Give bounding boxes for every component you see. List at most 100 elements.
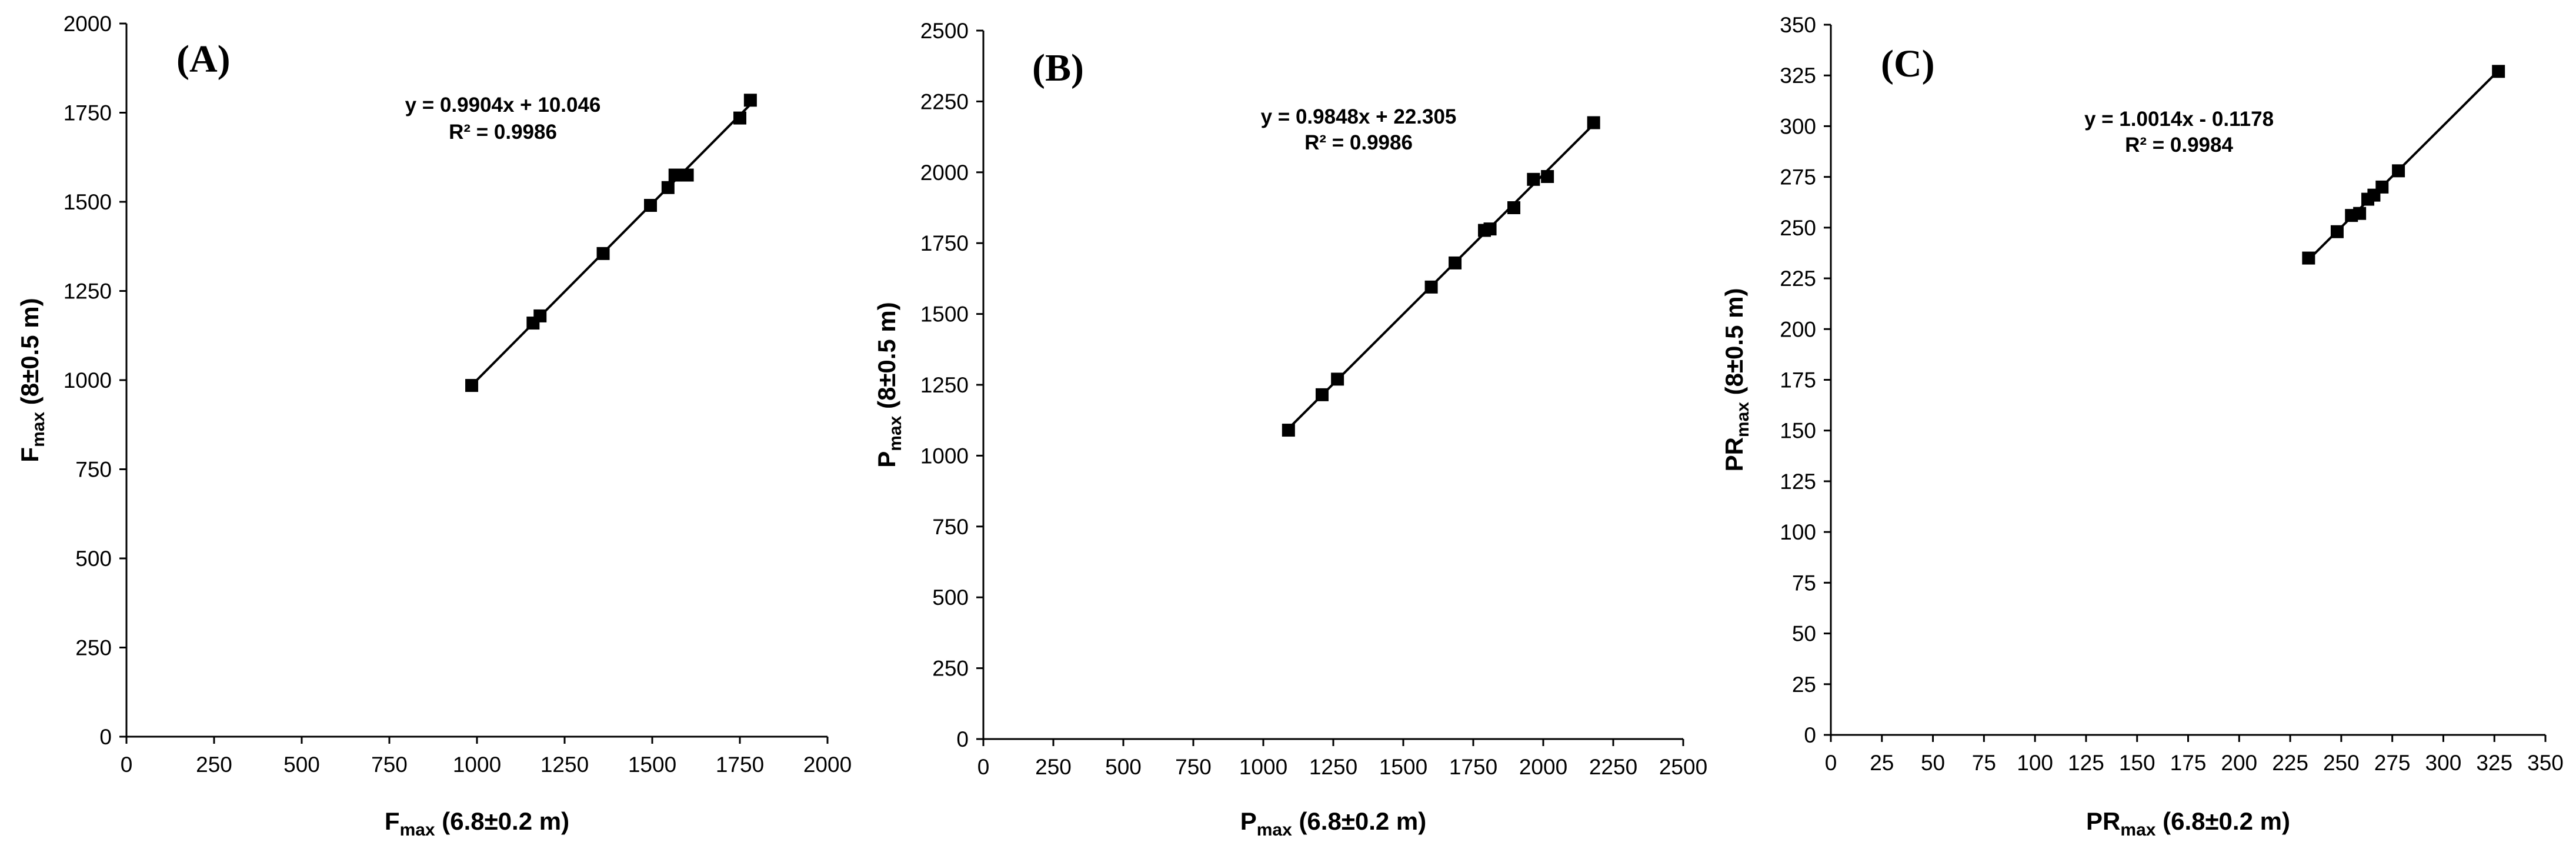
x-axis-title-b: Pmax (6.8±0.2 m) (1240, 807, 1427, 840)
x-tick-label: 2000 (803, 753, 852, 777)
x-axis-title-a-main: F (385, 807, 400, 835)
x-tick-label: 750 (1175, 755, 1212, 779)
y-tick-label: 250 (1780, 216, 1816, 240)
regression-equation-c: y = 1.0014x - 0.1178 (2084, 108, 2274, 131)
y-tick-label: 350 (1780, 13, 1816, 37)
data-point (1424, 280, 1438, 294)
x-tick-label: 1000 (453, 753, 501, 777)
y-tick-label: 300 (1780, 114, 1816, 138)
x-axis-title-a-subscript: max (400, 820, 435, 840)
y-tick-label: 2000 (64, 12, 112, 36)
y-axis-title-c-main: PR (1720, 437, 1748, 471)
r-squared-b: R² = 0.9986 (1304, 131, 1413, 154)
y-tick-label: 1750 (64, 101, 112, 125)
y-tick-label: 2500 (920, 19, 969, 43)
x-tick-label: 250 (196, 753, 232, 777)
y-tick-label: 225 (1780, 267, 1816, 291)
y-tick-label: 325 (1780, 64, 1816, 88)
y-axis-title-b-main: P (873, 451, 900, 468)
y-tick-label: 50 (1792, 622, 1816, 646)
data-point (1331, 372, 1344, 386)
x-tick-label: 500 (283, 753, 320, 777)
trendline-a (471, 104, 752, 387)
x-tick-label: 350 (2527, 751, 2564, 775)
data-point (2375, 180, 2389, 194)
x-tick-label: 325 (2476, 751, 2512, 775)
y-tick-label: 1000 (64, 368, 112, 392)
data-point (465, 379, 479, 392)
data-point (2392, 164, 2405, 178)
y-tick-label: 500 (932, 585, 969, 610)
y-axis-title-b-subscript: max (886, 415, 905, 451)
data-point (1282, 424, 1295, 437)
x-tick-label: 750 (371, 753, 408, 777)
x-tick-label: 1500 (1379, 755, 1427, 779)
x-tick-label: 200 (2221, 751, 2257, 775)
y-axis-title-c: PRmax (8±0.5 m) (1720, 288, 1753, 472)
data-point (743, 94, 757, 107)
y-tick-label: 200 (1780, 317, 1816, 341)
x-tick-label: 275 (2374, 751, 2411, 775)
y-tick-label: 1250 (920, 373, 969, 397)
panel-label-b: (B) (1032, 46, 1084, 89)
data-point (1541, 170, 1554, 184)
panel-label-c: (C) (1881, 42, 1935, 85)
x-tick-label: 125 (2068, 751, 2104, 775)
y-tick-label: 750 (932, 515, 969, 539)
x-tick-label: 250 (2323, 751, 2360, 775)
y-tick-label: 1250 (64, 279, 112, 304)
data-point (661, 181, 675, 194)
regression-equation-a: y = 0.9904x + 10.046 (405, 94, 601, 117)
x-axis-title-b-main: P (1240, 807, 1257, 835)
data-point (668, 168, 682, 182)
x-tick-label: 1250 (540, 753, 589, 777)
y-tick-label: 0 (99, 725, 112, 749)
x-tick-label: 0 (1825, 751, 1837, 775)
x-tick-label: 1500 (628, 753, 676, 777)
x-tick-label: 300 (2425, 751, 2462, 775)
x-axis-title-a: Fmax (6.8±0.2 m) (385, 807, 569, 840)
data-point (596, 247, 610, 260)
regression-equation-b: y = 0.9848x + 22.305 (1261, 105, 1457, 128)
x-axis-title-c-subscript: max (2120, 820, 2155, 840)
y-tick-label: 25 (1792, 673, 1816, 697)
panel-c: 0 25 50 75 100 125 150 175 200 225 250 275 300 325 350… (1720, 13, 2564, 840)
y-axis-title-b: Pmax (8±0.5 m) (873, 302, 905, 468)
y-axis-title-a-main: F (16, 447, 44, 462)
data-point (733, 111, 746, 125)
data-point (1449, 256, 1462, 269)
data-point (533, 309, 547, 322)
y-tick-label: 1500 (920, 302, 969, 327)
x-tick-label: 2250 (1589, 755, 1637, 779)
y-tick-label: 750 (75, 458, 112, 482)
y-tick-label: 0 (956, 727, 969, 751)
x-tick-label: 50 (1921, 751, 1945, 775)
y-axis-title-a-rest: (8±0.5 m) (16, 298, 44, 411)
data-point (1483, 222, 1497, 236)
x-tick-label: 75 (1972, 751, 1996, 775)
data-point (2492, 65, 2505, 78)
x-tick-label: 500 (1105, 755, 1142, 779)
y-tick-label: 100 (1780, 520, 1816, 544)
y-tick-label: 275 (1780, 165, 1816, 189)
x-tick-label: 175 (2170, 751, 2207, 775)
x-tick-label: 2500 (1659, 755, 1707, 779)
y-axis-title-c-subscript: max (1733, 402, 1753, 437)
y-tick-label: 125 (1780, 470, 1816, 494)
data-point (1587, 116, 1600, 129)
y-tick-label: 0 (1804, 723, 1816, 747)
data-point (680, 168, 694, 182)
data-point (2302, 251, 2315, 265)
y-tick-label: 175 (1780, 368, 1816, 392)
x-axis-title-c-rest: (6.8±0.2 m) (2155, 807, 2290, 835)
x-tick-label: 150 (2119, 751, 2155, 775)
y-tick-label: 2250 (920, 89, 969, 114)
data-point (1315, 388, 1329, 401)
y-axis-title-a-subscript: max (29, 412, 48, 447)
x-tick-label: 1000 (1239, 755, 1287, 779)
y-tick-label: 2000 (920, 161, 969, 185)
r-squared-c: R² = 0.9984 (2125, 134, 2233, 157)
y-tick-label: 250 (932, 657, 969, 681)
data-point (2330, 225, 2344, 238)
